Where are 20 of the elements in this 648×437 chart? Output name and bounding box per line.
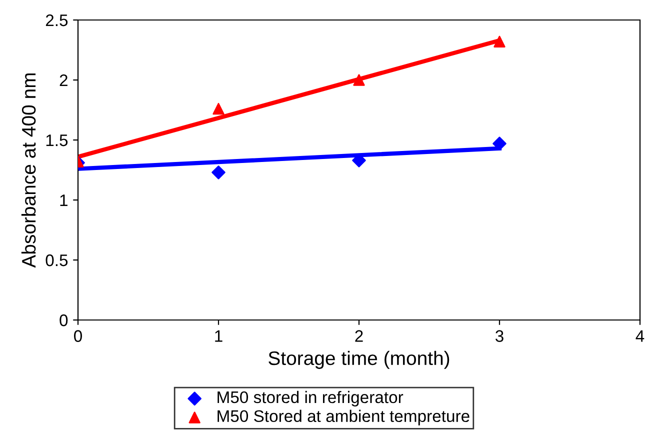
x-axis-title: Storage time (month): [268, 350, 450, 369]
legend-label: M50 stored in refrigerator: [218, 390, 404, 406]
x-tick-label: 0: [74, 330, 82, 342]
legend-label: M50 Stored at ambient tempreture: [218, 410, 470, 426]
x-tick-label: 2: [355, 330, 363, 342]
y-tick-label: 2: [60, 74, 68, 86]
y-tick-label: 1.5: [46, 134, 68, 146]
x-tick-label: 1: [215, 330, 222, 342]
y-tick-label: 1: [60, 194, 68, 206]
point: [494, 36, 506, 48]
point: [212, 102, 224, 115]
y-tick-label: 0.5: [46, 254, 68, 266]
x-tick-label: 3: [496, 330, 504, 342]
point: [492, 136, 506, 151]
x-tick-label: 4: [636, 330, 644, 342]
y-tick-label: 2.5: [46, 14, 68, 26]
y-axis-title: Absorbance at 400 nm: [21, 73, 36, 268]
point: [212, 165, 226, 180]
point: [353, 74, 365, 86]
y-tick-label: 0: [60, 314, 68, 326]
